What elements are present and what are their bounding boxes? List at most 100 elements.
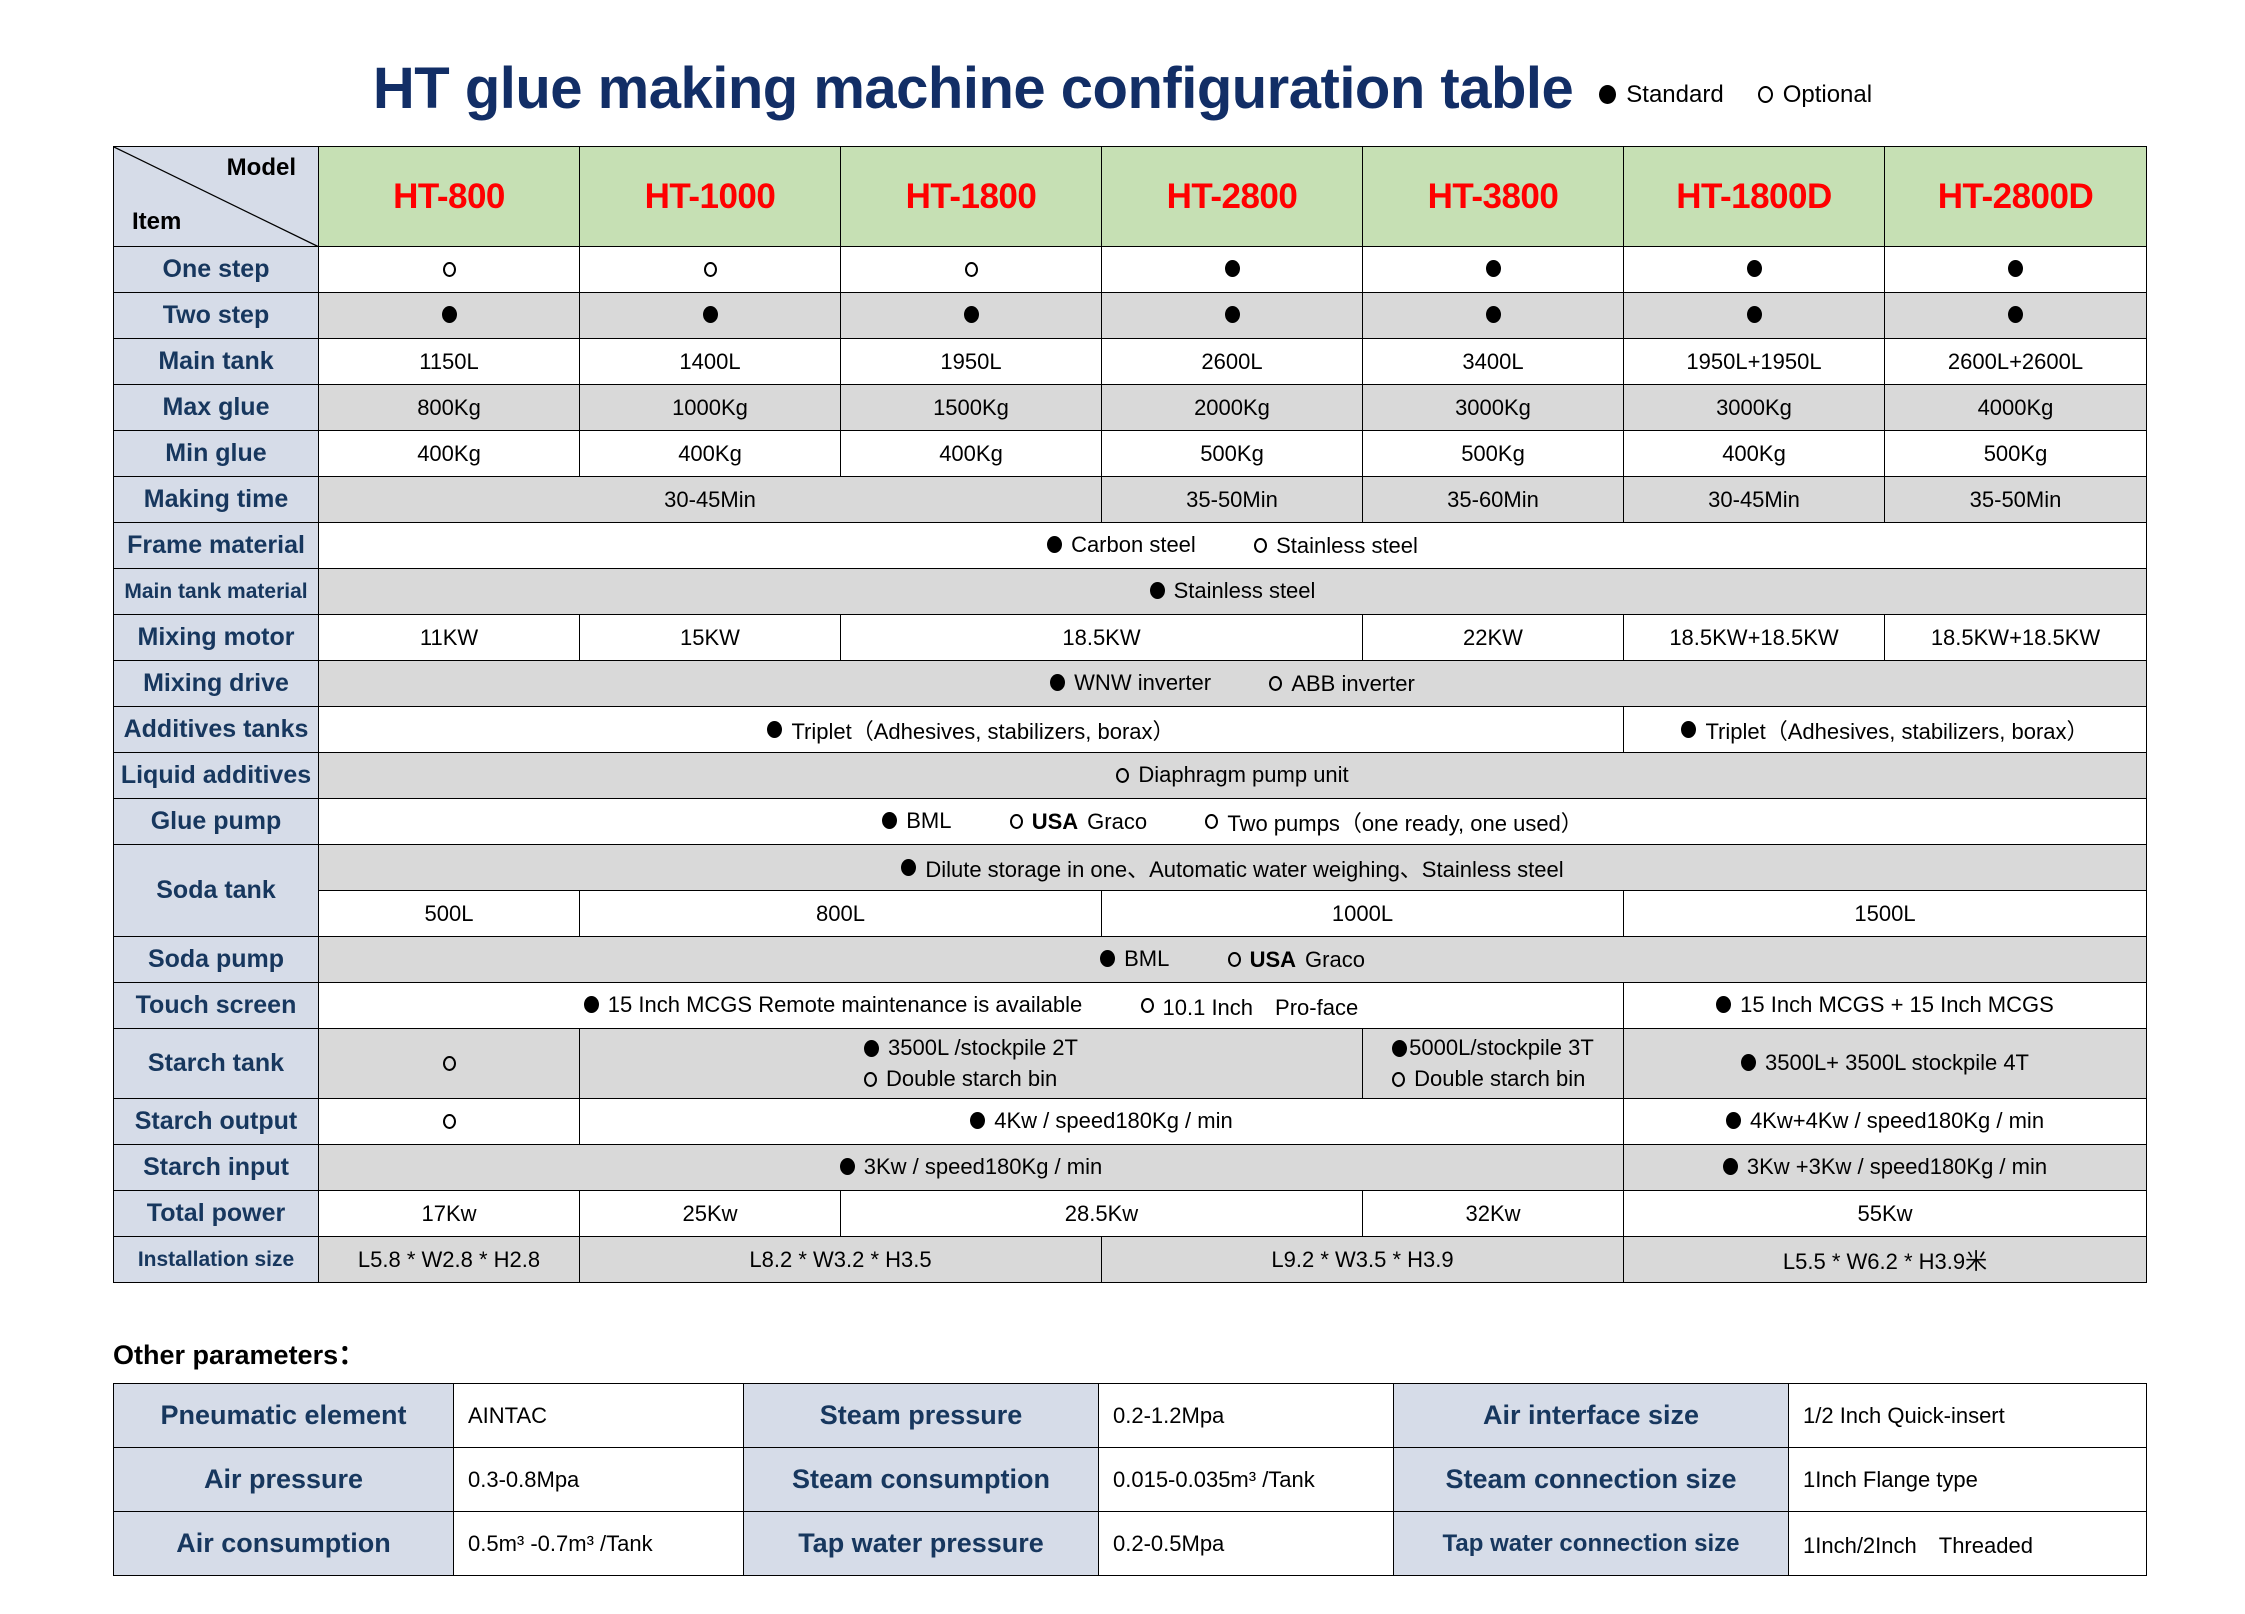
- cell-soda-tank-desc: Dilute storage in one、Automatic water we…: [318, 844, 2147, 891]
- option-label: Dilute storage in one、Automatic water we…: [925, 856, 1564, 882]
- row-label-soda-tank: Soda tank: [113, 844, 319, 937]
- open-circle-icon: [1269, 676, 1283, 692]
- cell-min-glue-7: 500Kg: [1884, 430, 2147, 477]
- cell-two-step-2: [579, 292, 841, 339]
- option-triplet-right: Triplet（Adhesives, stabilizers, borax）: [1681, 714, 2089, 746]
- option-label: Stainless steel: [1173, 577, 1316, 603]
- value-air-interface-size: 1/2 Inch Quick-insert: [1788, 1383, 2147, 1448]
- label-pneumatic-element: Pneumatic element: [113, 1383, 454, 1448]
- starch-tank-options-a: 3500L /stockpile 2T Double starch bin: [580, 1035, 1362, 1092]
- open-circle-icon: [1116, 767, 1130, 783]
- cell-main-tank-2: 1400L: [579, 338, 841, 385]
- cell-two-step-7: [1884, 292, 2147, 339]
- value-air-consumption: 0.5m³ -0.7m³ /Tank: [453, 1511, 744, 1576]
- filled-circle-icon: [1746, 305, 1762, 323]
- cell-starch-tank-group-c: 3500L+ 3500L stockpile 4T: [1623, 1028, 2147, 1099]
- cell-min-glue-6: 400Kg: [1623, 430, 1885, 477]
- option-3kw-speed180: 3Kw / speed180Kg / min: [839, 1154, 1102, 1180]
- cell-two-step-1: [318, 292, 580, 339]
- row-label-touch-screen: Touch screen: [113, 982, 319, 1029]
- cell-mixing-drive: WNW inverter ABB inverter: [318, 660, 2147, 707]
- filled-circle-icon: [1725, 1112, 1741, 1130]
- option-label: 3500L /stockpile 2T: [888, 1035, 1078, 1060]
- filled-circle-icon: [882, 812, 898, 829]
- option-5000l-stockpile-3t: 5000L/stockpile 3T: [1392, 1035, 1594, 1061]
- table-row-starch-tank: Starch tank 3500L /stockpile 2T Double s…: [113, 1028, 2147, 1099]
- cell-max-glue-4: 2000Kg: [1101, 384, 1363, 431]
- option-two-pumps: Two pumps（one ready, one used）: [1205, 806, 1583, 838]
- row-label-max-glue: Max glue: [113, 384, 319, 431]
- open-circle-icon: [442, 1113, 456, 1129]
- cell-two-step-5: [1362, 292, 1624, 339]
- cell-making-time-2: 35-50Min: [1101, 476, 1363, 523]
- option-label: Two pumps（one ready, one used）: [1227, 810, 1583, 836]
- option-label: 5000L/stockpile 3T: [1409, 1035, 1594, 1060]
- option-4kw-plus-4kw: 4Kw+4Kw / speed180Kg / min: [1725, 1108, 2044, 1134]
- option-3500l-plus-3500l: 3500L+ 3500L stockpile 4T: [1741, 1050, 2029, 1076]
- value-tap-water-pressure: 0.2-0.5Mpa: [1098, 1511, 1394, 1576]
- filled-circle-icon: [767, 721, 783, 738]
- open-circle-icon: [442, 261, 456, 277]
- legend: Standard Optional: [1599, 81, 1872, 109]
- cell-one-step-2: [579, 246, 841, 293]
- table-row-frame-material: Frame material Carbon steel Stainless st…: [113, 522, 2147, 569]
- label-steam-consumption: Steam consumption: [743, 1447, 1099, 1512]
- table-row-installation-size: Installation size L5.8 * W2.8 * H2.8 L8.…: [113, 1236, 2147, 1283]
- cell-starch-input-mid: 3Kw / speed180Kg / min: [318, 1144, 1624, 1191]
- cell-min-glue-3: 400Kg: [840, 430, 1102, 477]
- label-steam-pressure: Steam pressure: [743, 1383, 1099, 1448]
- open-circle-icon: [1254, 538, 1268, 554]
- table-row-glue-pump: Glue pump BML USA Graco Two pumps（one re…: [113, 798, 2147, 845]
- row-label-soda-pump: Soda pump: [113, 936, 319, 983]
- cell-additives-tanks-left: Triplet（Adhesives, stabilizers, borax）: [318, 706, 1624, 753]
- open-circle-icon: [703, 261, 717, 277]
- filled-circle-icon: [1599, 85, 1617, 104]
- table-row-liquid-additives: Liquid additives Diaphragm pump unit: [113, 752, 2147, 799]
- cell-main-tank-4: 2600L: [1101, 338, 1363, 385]
- option-label: 15 Inch MCGS + 15 Inch MCGS: [1740, 991, 2054, 1017]
- cell-main-tank-7: 2600L+2600L: [1884, 338, 2147, 385]
- label-steam-connection-size: Steam connection size: [1393, 1447, 1789, 1512]
- legend-label-optional: Optional: [1782, 80, 1873, 108]
- cell-max-glue-7: 4000Kg: [1884, 384, 2147, 431]
- filled-circle-icon: [901, 859, 917, 876]
- option-label: 3500L+ 3500L stockpile 4T: [1765, 1049, 2029, 1075]
- filled-circle-icon: [970, 1112, 986, 1130]
- table-row-soda-pump: Soda pump BML USA Graco: [113, 936, 2147, 983]
- cell-soda-tank-2: 800L: [579, 890, 1102, 937]
- open-circle-icon: [1009, 814, 1023, 829]
- value-air-pressure: 0.3-0.8Mpa: [453, 1447, 744, 1512]
- table-row-starch-output: Starch output 4Kw / speed180Kg / min 4Kw…: [113, 1098, 2147, 1145]
- cell-main-tank-material: Stainless steel: [318, 568, 2147, 615]
- option-triplet-left: Triplet（Adhesives, stabilizers, borax）: [767, 714, 1175, 746]
- cell-starch-output-mid: 4Kw / speed180Kg / min: [579, 1098, 1624, 1145]
- row-label-installation-size: Installation size: [113, 1236, 319, 1283]
- cell-min-glue-2: 400Kg: [579, 430, 841, 477]
- open-circle-icon: [864, 1071, 878, 1087]
- value-pneumatic-element: AINTAC: [453, 1383, 744, 1448]
- other-parameters-table: Pneumatic element AINTAC Steam pressure …: [113, 1383, 2147, 1576]
- other-row-2: Air pressure 0.3-0.8Mpa Steam consumptio…: [113, 1447, 2147, 1512]
- option-label: Double starch bin: [886, 1066, 1058, 1091]
- cell-making-time-5: 35-50Min: [1884, 476, 2147, 523]
- option-usa-graco: USA Graco: [1009, 809, 1147, 835]
- open-circle-icon: [442, 1055, 456, 1071]
- filled-circle-icon: [963, 305, 979, 323]
- cell-max-glue-5: 3000Kg: [1362, 384, 1624, 431]
- cell-starch-output-right: 4Kw+4Kw / speed180Kg / min: [1623, 1098, 2147, 1145]
- value-tap-water-connection-size: 1Inch/2Inch Threaded: [1788, 1511, 2147, 1576]
- cell-starch-output-1: [318, 1098, 580, 1145]
- cell-total-power-2: 25Kw: [579, 1190, 841, 1237]
- table-row-additives-tanks: Additives tanks Triplet（Adhesives, stabi…: [113, 706, 2147, 753]
- label-air-consumption: Air consumption: [113, 1511, 454, 1576]
- diagonal-divider-icon: [114, 147, 318, 247]
- cell-total-power-4: 32Kw: [1362, 1190, 1624, 1237]
- cell-max-glue-2: 1000Kg: [579, 384, 841, 431]
- filled-circle-icon: [1392, 1039, 1408, 1057]
- cell-total-power-1: 17Kw: [318, 1190, 580, 1237]
- cell-main-tank-6: 1950L+1950L: [1623, 338, 1885, 385]
- row-label-total-power: Total power: [113, 1190, 319, 1237]
- model-header-ht-1800d: HT-1800D: [1623, 146, 1885, 247]
- option-bml: BML: [882, 808, 951, 834]
